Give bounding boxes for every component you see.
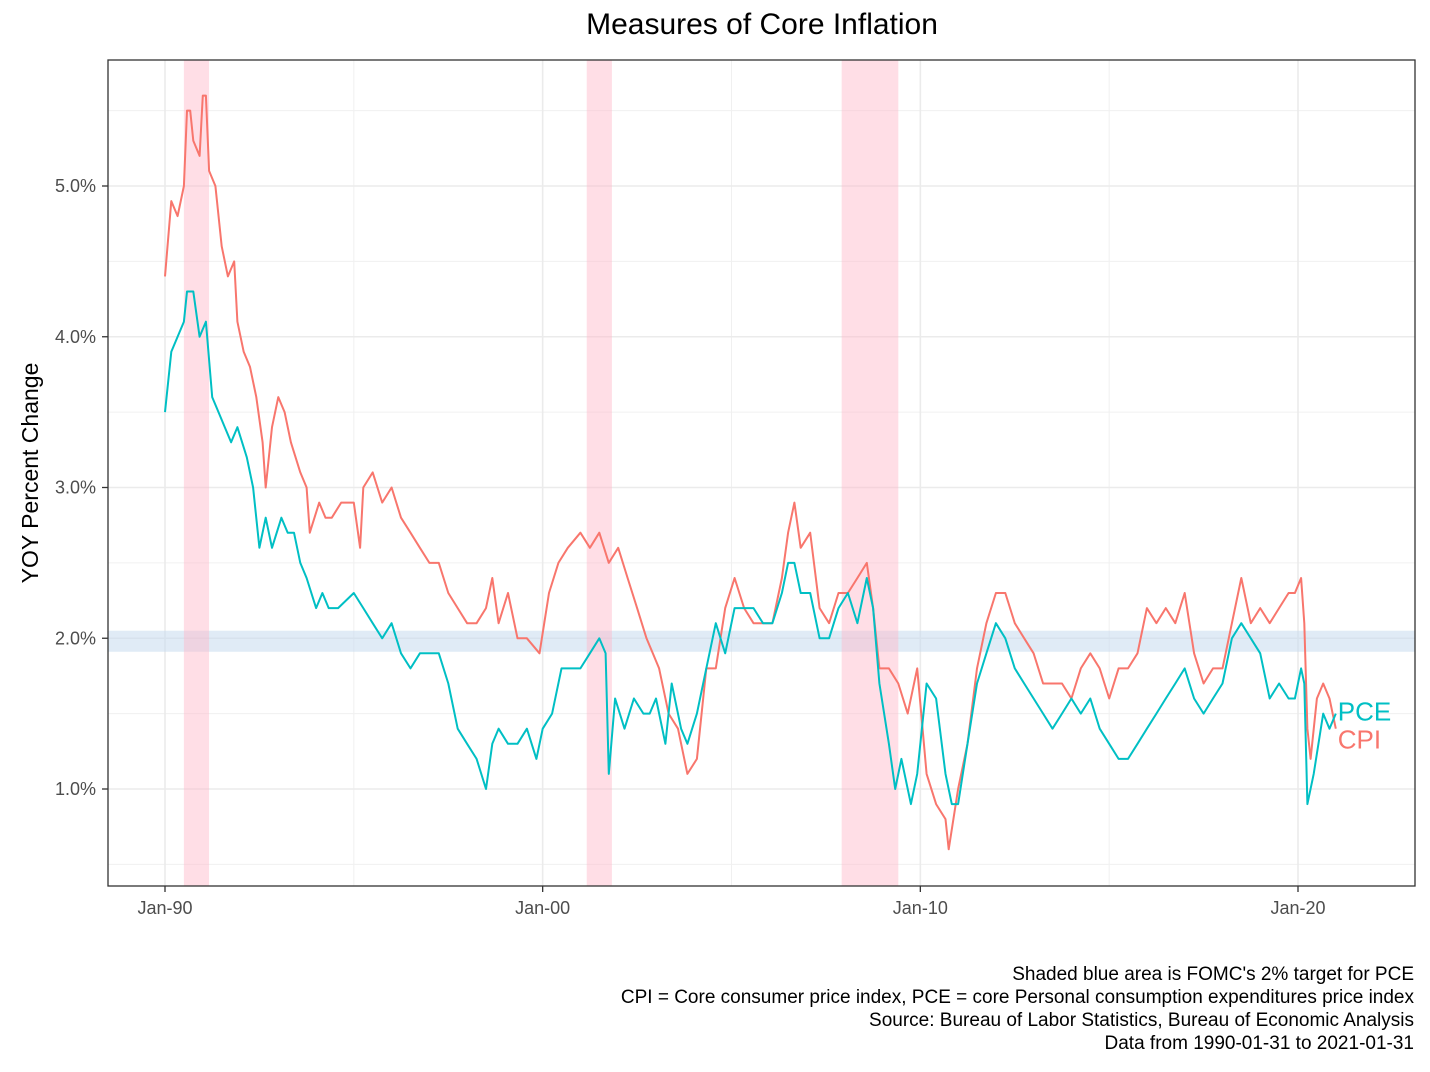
plot-background [108, 60, 1415, 886]
chart-caption: Shaded blue area is FOMC's 2% target for… [621, 963, 1414, 1055]
x-tick-label: Jan-00 [515, 898, 570, 918]
target-band [108, 630, 1415, 652]
x-tick-label: Jan-90 [137, 898, 192, 918]
recession-band [841, 60, 899, 886]
chart-title: Measures of Core Inflation [586, 8, 938, 41]
recession-band [183, 60, 210, 886]
y-tick-label: 4.0% [55, 327, 96, 347]
plot-area [108, 60, 1415, 886]
caption-line: Source: Bureau of Labor Statistics, Bure… [869, 1010, 1414, 1031]
series-lines [164, 94, 1337, 851]
caption-line: CPI = Core consumer price index, PCE = c… [620, 987, 1414, 1008]
caption-line: Shaded blue area is FOMC's 2% target for… [1012, 964, 1414, 985]
x-tick-label: Jan-10 [893, 898, 948, 918]
y-tick-label: 5.0% [55, 176, 96, 196]
y-axis-title: YOY Percent Change [17, 363, 43, 584]
series-label-pce: PCE [1338, 697, 1391, 727]
series-line-cpi [164, 94, 1337, 851]
y-tick-label: 3.0% [55, 478, 96, 498]
axes: Jan-90 Jan-00 Jan-10 Jan-20 1.0% 2.0% 3.0% 4.0%… [55, 59, 1416, 918]
plot-border [107, 59, 1416, 887]
series-line-pce [164, 290, 1337, 806]
x-tick-label: Jan-20 [1270, 898, 1325, 918]
caption-line: Data from 1990-01-31 to 2021-01-31 [1104, 1033, 1414, 1054]
y-tick-label: 2.0% [55, 628, 96, 648]
shaded-regions [108, 60, 1415, 886]
y-tick-label: 1.0% [55, 779, 96, 799]
series-label-cpi: CPI [1338, 725, 1381, 755]
